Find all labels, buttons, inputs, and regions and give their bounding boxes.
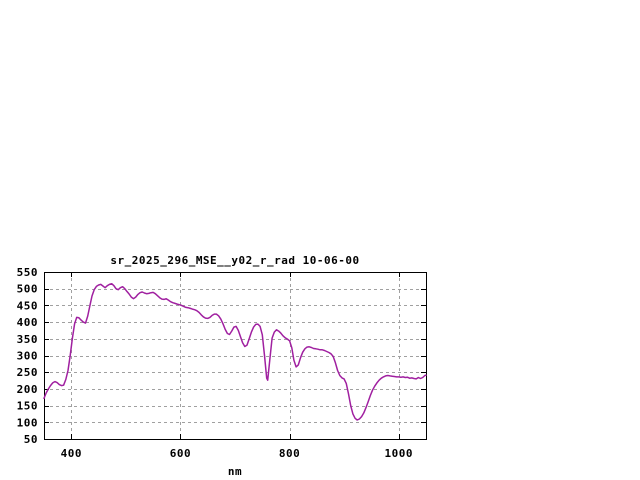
x-axis-label: nm — [228, 465, 242, 478]
y-tick-label: 50 — [24, 433, 38, 446]
data-line — [43, 282, 427, 421]
x-tick-label: 400 — [61, 447, 82, 460]
y-tick-label: 450 — [17, 299, 38, 312]
axes — [44, 272, 427, 440]
grid — [44, 272, 426, 439]
y-tick-label: 250 — [17, 366, 38, 379]
y-tick-label: 350 — [17, 333, 38, 346]
x-tick-label: 800 — [279, 447, 300, 460]
tick-labels: 400 600 800 1000 50 100 150 200 250 300 350 400 450 5… — [17, 266, 413, 460]
y-tick-label: 400 — [17, 316, 38, 329]
y-tick-label: 500 — [17, 283, 38, 296]
y-tick-label: 300 — [17, 350, 38, 363]
spectral-radiance-curve — [43, 282, 427, 421]
y-tick-label: 100 — [17, 416, 38, 429]
y-tick-label: 200 — [17, 383, 38, 396]
y-tick-label: 150 — [17, 400, 38, 413]
chart-title: sr_2025_296_MSE__y02_r_rad 10-06-00 — [110, 254, 359, 267]
x-tick-label: 1000 — [384, 447, 413, 460]
x-tick-label: 600 — [170, 447, 191, 460]
y-tick-label: 550 — [17, 266, 38, 279]
